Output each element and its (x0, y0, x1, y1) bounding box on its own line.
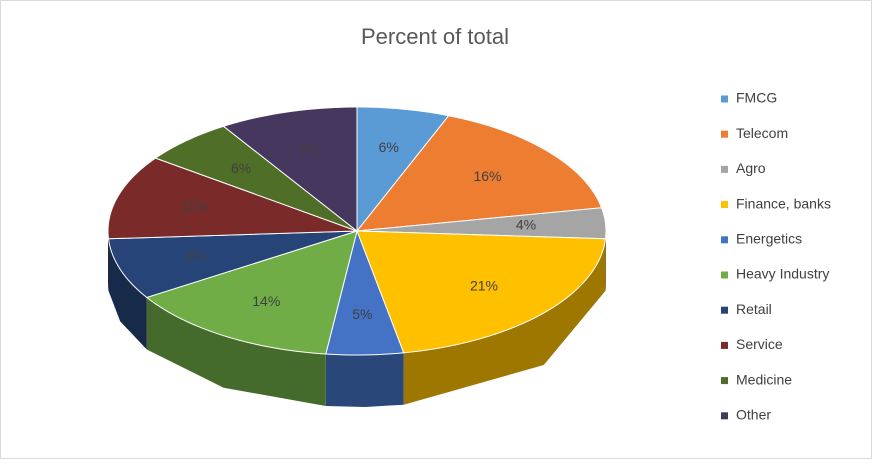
data-label: 6% (231, 160, 251, 176)
chart-title: Percent of total (361, 24, 509, 49)
data-label: 21% (470, 277, 498, 293)
legend-label: Energetics (736, 231, 802, 247)
data-label: 16% (473, 168, 501, 184)
legend-label: Telecom (736, 125, 788, 141)
legend-swatch (721, 272, 728, 279)
legend-swatch (721, 236, 728, 243)
legend-label: Heavy Industry (736, 266, 829, 282)
legend-label: FMCG (736, 90, 777, 106)
legend-swatch (721, 201, 728, 208)
legend-swatch (721, 307, 728, 314)
legend-swatch (721, 96, 728, 103)
legend-label: Finance, banks (736, 195, 831, 211)
legend-label: Retail (736, 301, 772, 317)
data-label: 9% (300, 141, 320, 157)
slice-side (326, 353, 404, 407)
data-label: 6% (379, 139, 399, 155)
legend-swatch (721, 342, 728, 349)
legend-swatch (721, 377, 728, 384)
data-label: 4% (516, 216, 536, 232)
legend-label: Service (736, 336, 783, 352)
legend-swatch (721, 166, 728, 173)
legend-label: Agro (736, 160, 766, 176)
legend-swatch (721, 131, 728, 138)
legend-label: Other (736, 407, 771, 423)
data-label: 5% (352, 306, 372, 322)
data-label: 8% (186, 248, 206, 264)
data-label: 14% (252, 293, 280, 309)
legend-label: Medicine (736, 371, 792, 387)
data-label: 11% (181, 198, 208, 214)
legend-swatch (721, 412, 728, 419)
